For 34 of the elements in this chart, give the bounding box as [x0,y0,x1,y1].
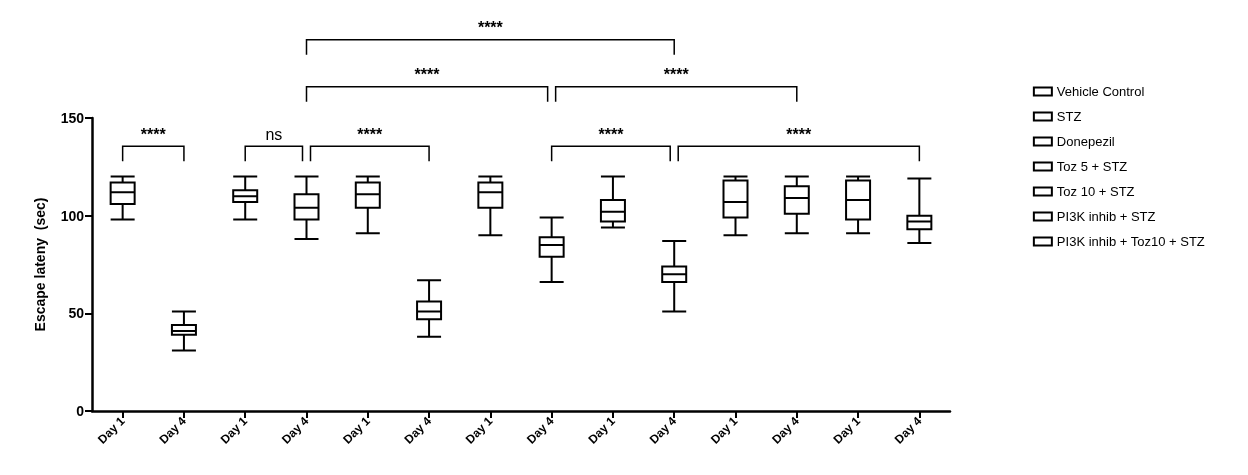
x-tick-label: Day 1 [585,413,619,447]
legend-label: PI3K inhib + Toz10 + STZ [1056,234,1205,249]
x-tick-label: Day 4 [401,413,435,447]
annotation: **** [357,125,384,143]
annotation: **** [598,125,625,143]
legend-label: Toz 5 + STZ [1056,159,1128,174]
x-tick-label: Day 4 [769,413,802,447]
text: **** [477,19,504,37]
x-tick-label: Day 1 [95,413,128,447]
y-tick-label: 150 [60,110,85,126]
legend-label: Vehicle Control [1056,84,1145,99]
y-tick-label: 50 [68,305,85,322]
x-tick-label: Day 1 [217,413,251,447]
x-tick-label: Day 4 [891,413,925,447]
x-tick-label: Day 1 [830,413,864,447]
annotation: ns [265,125,283,143]
y-tick-label: 100 [60,207,85,224]
x-tick-label: Day 1 [707,413,741,447]
x-tick-label: Day 4 [524,413,557,447]
x-tick-label: Day 1 [462,413,496,447]
legend-label: Donepezil [1056,134,1115,149]
text: **** [414,66,441,84]
text: **** [663,66,690,84]
y-axis-title: Escape lateny (sec) [32,197,48,332]
legend-label: STZ [1056,109,1082,124]
x-tick-label: Day 4 [156,413,190,447]
legend-label: PI3K inhib + STZ [1056,209,1156,224]
x-tick-label: Day 1 [340,413,373,447]
annotation: **** [140,125,167,143]
x-tick-label: Day 4 [646,413,680,447]
x-tick-label: Day 4 [278,413,312,447]
annotation: **** [786,125,813,143]
y-tick-label: 0 [76,403,85,419]
legend-label: Toz 10 + STZ [1056,184,1135,199]
